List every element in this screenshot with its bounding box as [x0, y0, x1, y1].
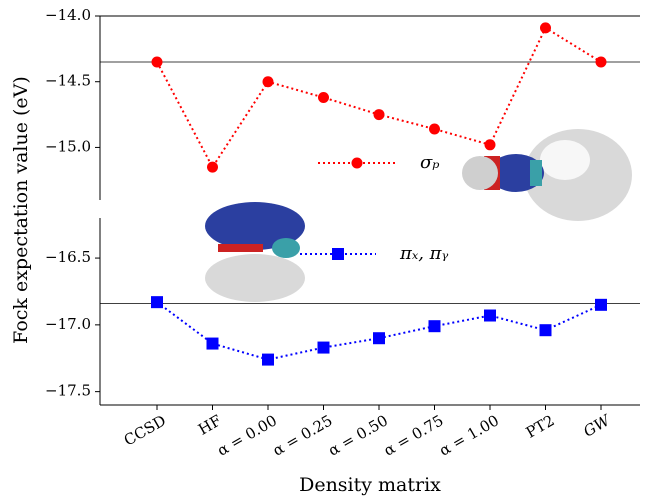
- x-tick-label: PT2: [523, 411, 558, 441]
- legend-marker: [332, 248, 344, 260]
- series-line: [156, 301, 602, 361]
- data-point: [484, 139, 496, 151]
- x-axis-label: Density matrix: [299, 474, 441, 496]
- data-point: [262, 353, 274, 366]
- legend-label: σₚ: [420, 152, 440, 173]
- y-tick-label: −15.0: [45, 137, 91, 155]
- data-point: [317, 341, 330, 354]
- data-point: [540, 22, 551, 34]
- x-tick-label: α = 1.00: [436, 411, 502, 459]
- data-point: [484, 309, 496, 322]
- x-tick-label: α = 0.25: [270, 411, 336, 459]
- data-point: [539, 324, 552, 337]
- data-point: [428, 320, 441, 333]
- data-point: [206, 337, 219, 350]
- x-tick-label: GW: [580, 411, 614, 441]
- y-tick-label: −14.0: [45, 6, 91, 24]
- data-point: [595, 298, 607, 311]
- x-tick-label: α = 0.75: [381, 411, 447, 459]
- orbital-pi: [205, 202, 305, 302]
- x-tick-label: α = 0.00: [214, 411, 280, 459]
- series-line: [156, 26, 602, 170]
- data-point: [262, 76, 274, 88]
- data-point: [429, 123, 440, 135]
- legend-marker: [351, 157, 363, 169]
- orbital-sigma: [462, 129, 632, 221]
- x-tick-label: HF: [195, 411, 224, 438]
- data-point: [207, 161, 218, 173]
- y-tick-label: −16.5: [45, 248, 91, 266]
- y-tick-label: −14.5: [45, 72, 91, 90]
- data-point: [373, 332, 385, 345]
- data-point: [595, 56, 607, 68]
- data-point: [151, 56, 163, 68]
- data-point: [373, 109, 385, 121]
- data-point: [151, 296, 163, 309]
- x-tick-label: CCSD: [121, 411, 169, 449]
- data-point: [318, 91, 329, 103]
- y-tick-label: −17.5: [45, 382, 91, 400]
- legend-label: πₓ, πᵧ: [399, 243, 448, 264]
- y-tick-label: −17.0: [45, 315, 91, 333]
- x-tick-label: α = 0.50: [325, 411, 391, 459]
- y-axis-label: Fock expectation value (eV): [10, 76, 32, 344]
